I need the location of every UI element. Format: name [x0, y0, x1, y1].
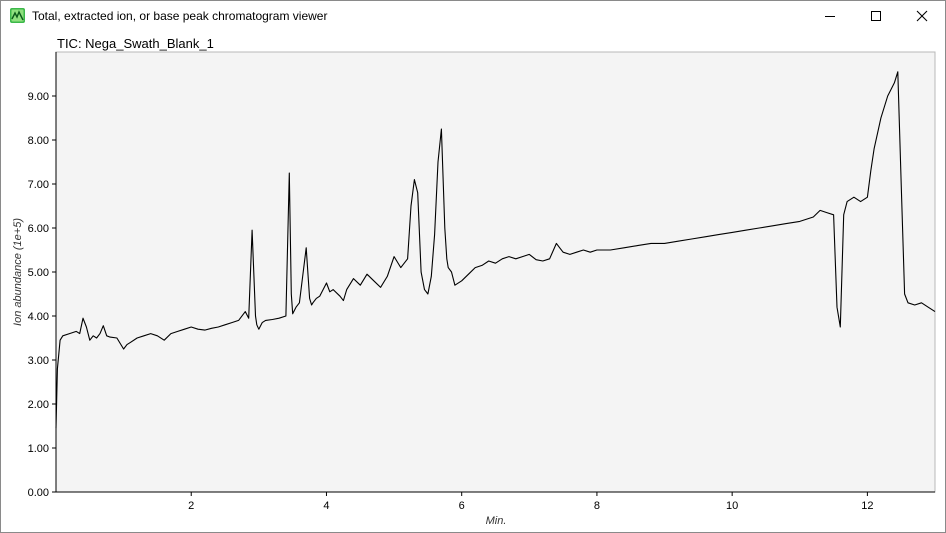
y-tick-label: 0.00: [28, 487, 49, 499]
minimize-button[interactable]: [807, 1, 853, 31]
y-tick-label: 4.00: [28, 311, 49, 323]
maximize-button[interactable]: [853, 1, 899, 31]
title-bar[interactable]: Total, extracted ion, or base peak chrom…: [1, 1, 945, 31]
x-tick-label: 2: [188, 500, 194, 512]
x-tick-label: 4: [323, 500, 329, 512]
y-tick-label: 7.00: [28, 179, 49, 191]
plot-area[interactable]: [55, 51, 936, 493]
x-tick-label: 10: [726, 500, 738, 512]
y-tick-label: 8.00: [28, 135, 49, 147]
close-icon: [916, 10, 928, 22]
chart-title: TIC: Nega_Swath_Blank_1: [57, 36, 214, 51]
y-axis-title: Ion abundance (1e+5): [12, 218, 24, 326]
close-button[interactable]: [899, 1, 945, 31]
chromatogram-app-icon: [10, 8, 25, 23]
y-tick-label: 1.00: [28, 443, 49, 455]
y-tick-label: 3.00: [28, 355, 49, 367]
y-tick-label: 2.00: [28, 399, 49, 411]
x-axis-title: Min.: [486, 515, 507, 527]
x-tick-label: 12: [861, 500, 873, 512]
tic-series-line: [55, 71, 936, 429]
x-tick-label: 8: [594, 500, 600, 512]
maximize-icon: [871, 11, 881, 21]
minimize-icon: [825, 16, 835, 17]
x-tick-label: 6: [459, 500, 465, 512]
y-tick-label: 5.00: [28, 267, 49, 279]
y-tick-label: 9.00: [28, 91, 49, 103]
window-title: Total, extracted ion, or base peak chrom…: [32, 9, 328, 23]
y-tick-label: 6.00: [28, 223, 49, 235]
